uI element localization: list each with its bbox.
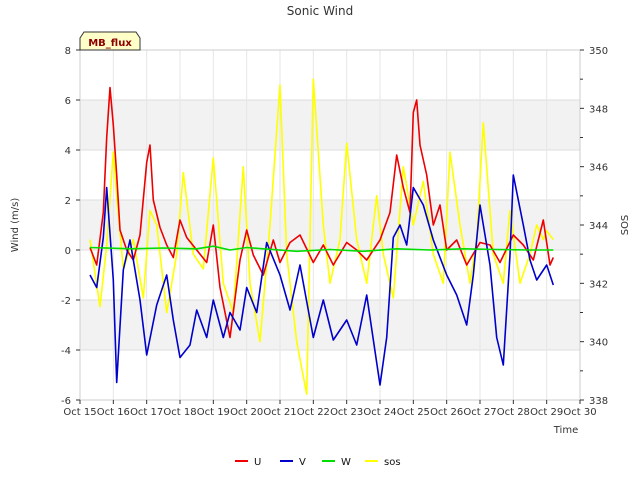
left-tick-label: 6: [65, 96, 71, 107]
plot-area: [80, 50, 580, 400]
right-tick-label: 338: [589, 396, 608, 407]
left-tick-label: -4: [61, 346, 71, 357]
x-tick-label: Oct 20: [230, 407, 263, 418]
legend-label: sos: [384, 457, 401, 468]
left-y-axis: -6 -4 -2 0 2 4 6 8: [61, 46, 80, 407]
legend-label: W: [341, 457, 351, 468]
x-tick-label: Oct 17: [130, 407, 163, 418]
right-tick-label: 350: [589, 46, 608, 57]
chart-title: Sonic Wind: [287, 4, 353, 18]
x-tick-label: Oct 29: [530, 407, 563, 418]
x-axis: Oct 15 Oct 16 Oct 17 Oct 18 Oct 19 Oct 20 Oct …: [63, 400, 597, 418]
x-tick-label: Oct 26: [430, 407, 463, 418]
series-line-sos: [89, 78, 554, 396]
x-tick-label: Oct 22: [297, 407, 330, 418]
y-axis-right-label: SOS: [620, 215, 631, 236]
x-tick-label: Oct 19: [197, 407, 230, 418]
left-tick-label: 0: [65, 246, 71, 257]
x-tick-label: Oct 30: [563, 407, 596, 418]
legend-item-w: W: [322, 457, 351, 468]
x-tick-label: Oct 16: [97, 407, 130, 418]
legend-label: U: [254, 457, 261, 468]
legend-item-v: V: [280, 457, 306, 468]
left-tick-label: -2: [61, 296, 71, 307]
left-tick-label: 8: [65, 46, 71, 57]
legend-label: V: [299, 457, 306, 468]
x-tick-label: Oct 28: [497, 407, 530, 418]
right-tick-label: 340: [589, 338, 608, 349]
x-axis-label: Time: [553, 425, 578, 436]
left-tick-label: -6: [61, 396, 71, 407]
left-tick-label: 4: [65, 146, 71, 157]
right-tick-label: 342: [589, 279, 608, 290]
plot-band: [80, 200, 580, 250]
x-tick-label: Oct 25: [397, 407, 430, 418]
right-tick-label: 348: [589, 104, 608, 115]
x-tick-label: Oct 15: [63, 407, 96, 418]
x-tick-label: Oct 23: [330, 407, 363, 418]
right-tick-label: 346: [589, 163, 608, 174]
x-tick-label: Oct 27: [463, 407, 496, 418]
x-tick-label: Oct 18: [163, 407, 196, 418]
right-tick-label: 344: [589, 221, 608, 232]
left-tick-label: 2: [65, 196, 71, 207]
badge-label: MB_flux: [88, 38, 132, 49]
plot-band: [80, 100, 580, 150]
legend-item-sos: sos: [365, 457, 401, 468]
y-axis-left-label: Wind (m/s): [10, 198, 21, 253]
series-layer: [89, 78, 555, 396]
series-line-u: [89, 86, 555, 339]
x-tick-label: Oct 21: [263, 407, 296, 418]
x-tick-label: Oct 24: [363, 407, 396, 418]
right-y-axis: 338 340 342 344 346 348 350: [580, 46, 608, 407]
series-line-w: [89, 245, 554, 253]
mb-flux-badge: MB_flux: [79, 31, 141, 51]
legend-item-u: U: [235, 457, 261, 468]
series-line-v: [89, 174, 555, 386]
